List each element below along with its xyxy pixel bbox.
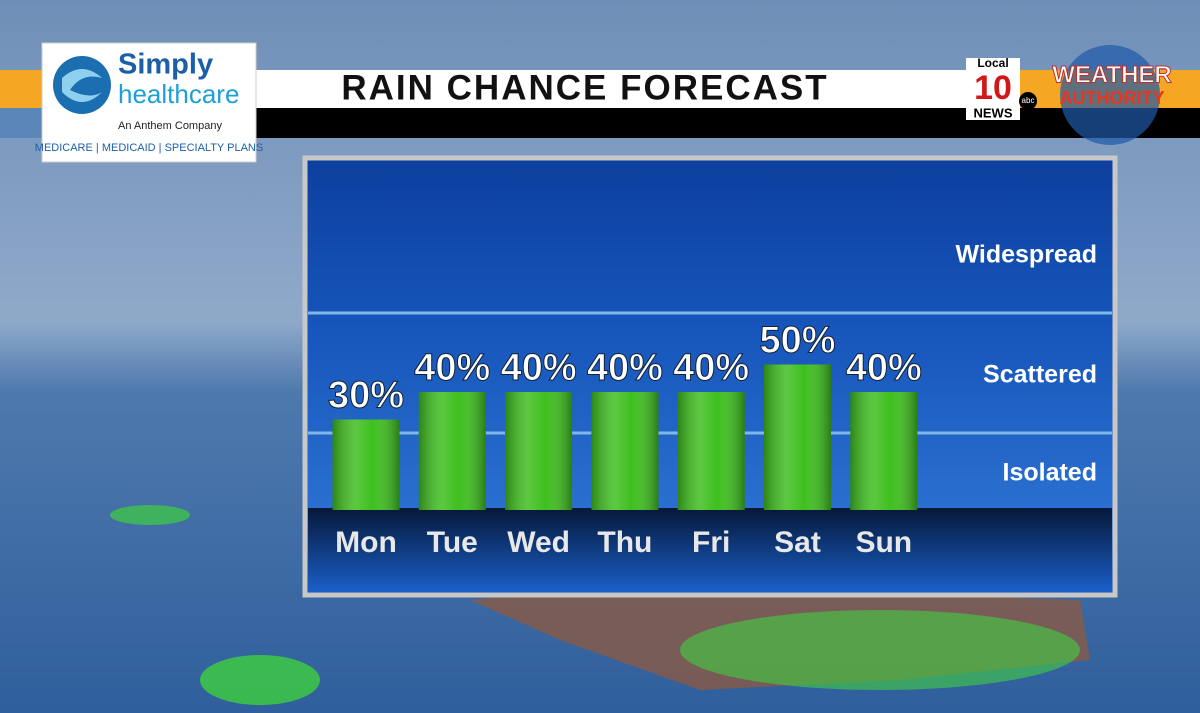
title: RAIN CHANCE FORECAST [341,68,828,107]
station-news: NEWS [974,105,1013,120]
x-tick-label: Mon [335,526,397,559]
value-label: 40% [587,347,663,389]
sponsor-name: Simply [118,49,213,81]
sponsor-icon [62,69,102,102]
title-bar [256,70,966,108]
radar [200,655,320,705]
bar-shading [677,392,745,510]
value-label: 30% [328,375,404,417]
x-tick-label: Wed [507,526,570,559]
brand-weather: WEATHER [1052,61,1172,88]
brand-authority: AUTHORITY [1060,88,1165,108]
value-label: 50% [759,320,835,362]
sponsor-name: healthcare [118,79,239,109]
bar-shading [418,392,486,510]
sponsor-tagline: An Anthem Company [118,120,222,132]
radar [680,610,1080,690]
bar-shading [764,364,831,510]
network-logo [1019,92,1037,110]
black-bar [256,108,1200,138]
sponsor-icon [53,56,111,114]
radar-emblem [1060,45,1160,145]
station-local: Local [977,56,1008,70]
station-number: 10 [974,69,1012,107]
bar-shading [332,419,400,510]
value-label: 40% [673,347,749,389]
x-tick-label: Sun [855,526,912,559]
radar [110,505,190,525]
bar-shading [591,392,659,510]
band-label: Widespread [956,241,1097,269]
value-label: 40% [414,347,490,389]
station-logo [966,58,1020,120]
band-label: Scattered [983,361,1097,389]
bar-shading [505,392,573,510]
chart-floor [308,508,1112,592]
band-label: Isolated [1003,459,1097,487]
x-tick-label: Sat [774,526,821,559]
plot: Isolated Scattered Widespread 30% Mon 40% Tue 4… [327,241,1097,559]
value-label: 40% [846,347,922,389]
sponsor-plans: MEDICARE | MEDICAID | SPECIALTY PLANS [35,142,263,154]
x-tick-label: Tue [427,526,478,559]
bar-shading [850,392,918,510]
network: abc [1022,96,1035,105]
x-tick-label: Thu [597,526,652,559]
x-tick-label: Fri [692,526,730,559]
value-label: 40% [501,347,577,389]
